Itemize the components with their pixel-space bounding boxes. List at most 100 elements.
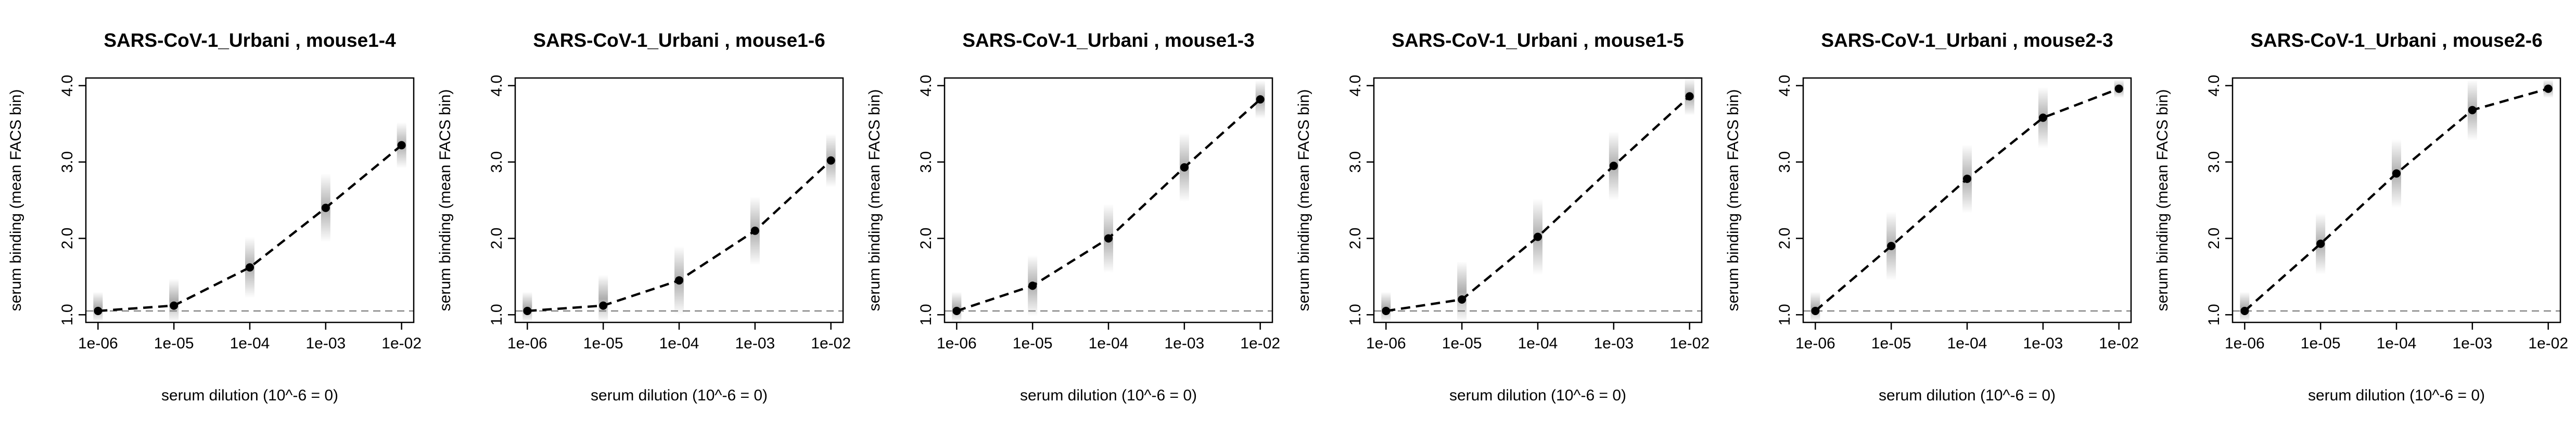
x-tick-label: 1e-04 <box>2377 335 2417 352</box>
data-point <box>2316 239 2325 248</box>
y-tick-label: 1.0 <box>1347 304 1364 326</box>
x-tick-label: 1e-03 <box>1164 335 1204 352</box>
x-tick-label: 1e-06 <box>1366 335 1406 352</box>
chart-panel: SARS-CoV-1_Urbani , mouse1-5 1e-06 1e-05 1e… <box>1288 0 1717 429</box>
y-tick-label: 1.0 <box>1776 304 1793 326</box>
data-point <box>1609 161 1618 170</box>
data-point <box>750 226 759 235</box>
y-axis-label: serum binding (mean FACS bin) <box>7 89 24 311</box>
y-tick-label: 4.0 <box>2205 75 2223 97</box>
data-point <box>1382 306 1391 315</box>
chart-title: SARS-CoV-1_Urbani , mouse2-3 <box>1821 30 2113 51</box>
data-point <box>599 301 608 310</box>
x-tick-label: 1e-04 <box>1947 335 1987 352</box>
replicate-distribution <box>1457 261 1467 322</box>
chart-panel: SARS-CoV-1_Urbani , mouse2-6 1e-06 1e-05 1e… <box>2147 0 2576 429</box>
data-point <box>2114 84 2123 93</box>
y-tick-label: 3.0 <box>1347 151 1364 173</box>
x-axis-label: serum dilution (10^-6 = 0) <box>2308 387 2485 404</box>
data-point <box>1963 174 1971 183</box>
data-point <box>2544 84 2553 93</box>
chart-svg: SARS-CoV-1_Urbani , mouse1-4 1e-06 1e-05 1e… <box>7 30 422 404</box>
y-tick-label: 2.0 <box>1347 228 1364 250</box>
y-tick-label: 4.0 <box>488 75 505 97</box>
y-axis-label: serum binding (mean FACS bin) <box>2154 89 2171 311</box>
data-point <box>170 301 178 310</box>
y-axis-label: serum binding (mean FACS bin) <box>1725 89 1742 311</box>
x-tick-label: 1e-05 <box>154 335 194 352</box>
y-tick-label: 3.0 <box>1776 151 1793 173</box>
x-axis-label: serum dilution (10^-6 = 0) <box>161 387 338 404</box>
x-tick-label: 1e-05 <box>1013 335 1053 352</box>
data-point <box>523 306 532 315</box>
y-tick-label: 2.0 <box>488 228 505 250</box>
x-tick-label: 1e-03 <box>735 335 775 352</box>
y-tick-label: 1.0 <box>917 304 935 326</box>
series-line <box>98 144 403 313</box>
x-tick-label: 1e-04 <box>1089 335 1129 352</box>
chart-title: SARS-CoV-1_Urbani , mouse2-6 <box>2250 30 2542 51</box>
data-point <box>1256 95 1265 104</box>
y-tick-label: 2.0 <box>2205 228 2223 250</box>
data-point <box>1104 234 1113 243</box>
data-point <box>2240 306 2249 315</box>
data-point <box>1811 306 1820 315</box>
chart-svg: SARS-CoV-1_Urbani , mouse2-6 1e-06 1e-05 1e… <box>2154 30 2568 404</box>
chart-title: SARS-CoV-1_Urbani , mouse1-4 <box>104 30 396 51</box>
y-tick-label: 3.0 <box>488 151 505 173</box>
chart-panel: SARS-CoV-1_Urbani , mouse2-3 1e-06 1e-05 1e… <box>1717 0 2147 429</box>
chart-title: SARS-CoV-1_Urbani , mouse1-5 <box>1392 30 1684 51</box>
y-tick-label: 4.0 <box>1776 75 1793 97</box>
x-tick-label: 1e-02 <box>2528 335 2568 352</box>
x-tick-label: 1e-02 <box>1240 335 1280 352</box>
x-tick-label: 1e-02 <box>381 335 422 352</box>
chart-svg: SARS-CoV-1_Urbani , mouse1-3 1e-06 1e-05 1e… <box>866 30 1280 404</box>
data-point <box>1887 242 1896 251</box>
x-tick-label: 1e-03 <box>305 335 346 352</box>
data-point <box>826 156 835 165</box>
data-point <box>675 276 683 285</box>
x-tick-label: 1e-05 <box>2301 335 2341 352</box>
data-point <box>321 203 330 212</box>
data-point <box>397 141 406 150</box>
data-point <box>2468 106 2477 114</box>
chart-title: SARS-CoV-1_Urbani , mouse1-6 <box>533 30 825 51</box>
x-tick-label: 1e-04 <box>230 335 270 352</box>
chart-svg: SARS-CoV-1_Urbani , mouse1-6 1e-06 1e-05 1e… <box>437 30 851 404</box>
plot-frame <box>943 77 1273 323</box>
x-tick-label: 1e-02 <box>811 335 851 352</box>
data-point <box>952 306 961 315</box>
y-tick-label: 2.0 <box>917 228 935 250</box>
y-tick-label: 1.0 <box>2205 304 2223 326</box>
x-tick-label: 1e-03 <box>1593 335 1634 352</box>
data-point <box>94 306 103 315</box>
x-tick-label: 1e-05 <box>583 335 623 352</box>
x-tick-label: 1e-03 <box>2023 335 2063 352</box>
y-tick-label: 2.0 <box>59 228 76 250</box>
y-tick-label: 2.0 <box>1776 228 1793 250</box>
replicate-distribution <box>598 275 608 322</box>
x-tick-label: 1e-05 <box>1871 335 1911 352</box>
x-tick-label: 1e-06 <box>2225 335 2265 352</box>
data-point <box>2392 169 2401 178</box>
y-tick-label: 1.0 <box>488 304 505 326</box>
chart-title: SARS-CoV-1_Urbani , mouse1-3 <box>962 30 1254 51</box>
data-point <box>1028 281 1037 290</box>
x-tick-label: 1e-06 <box>507 335 547 352</box>
chart-svg: SARS-CoV-1_Urbani , mouse1-5 1e-06 1e-05 1e… <box>1295 30 1710 404</box>
x-axis-label: serum dilution (10^-6 = 0) <box>1449 387 1626 404</box>
data-point <box>1458 295 1466 304</box>
x-tick-label: 1e-04 <box>659 335 699 352</box>
replicate-distribution <box>169 279 179 322</box>
x-tick-label: 1e-02 <box>2099 335 2139 352</box>
chart-panel: SARS-CoV-1_Urbani , mouse1-4 1e-06 1e-05 1e… <box>0 0 429 429</box>
x-tick-label: 1e-03 <box>2452 335 2492 352</box>
y-tick-label: 4.0 <box>59 75 76 97</box>
x-tick-label: 1e-02 <box>1669 335 1710 352</box>
data-point <box>1180 163 1189 172</box>
y-tick-label: 4.0 <box>917 75 935 97</box>
chart-svg: SARS-CoV-1_Urbani , mouse2-3 1e-06 1e-05 1e… <box>1725 30 2139 404</box>
chart-panel: SARS-CoV-1_Urbani , mouse1-6 1e-06 1e-05 1e… <box>429 0 859 429</box>
x-tick-label: 1e-06 <box>1795 335 1835 352</box>
